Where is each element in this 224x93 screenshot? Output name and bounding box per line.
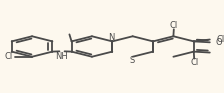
Text: N: N (108, 33, 114, 42)
Text: Cl: Cl (170, 21, 178, 30)
Text: O: O (216, 38, 222, 47)
Text: Cl: Cl (4, 52, 13, 61)
Text: Cl: Cl (216, 35, 224, 44)
Text: NH: NH (56, 52, 68, 61)
Text: Cl: Cl (190, 58, 198, 67)
Text: S: S (130, 56, 135, 65)
